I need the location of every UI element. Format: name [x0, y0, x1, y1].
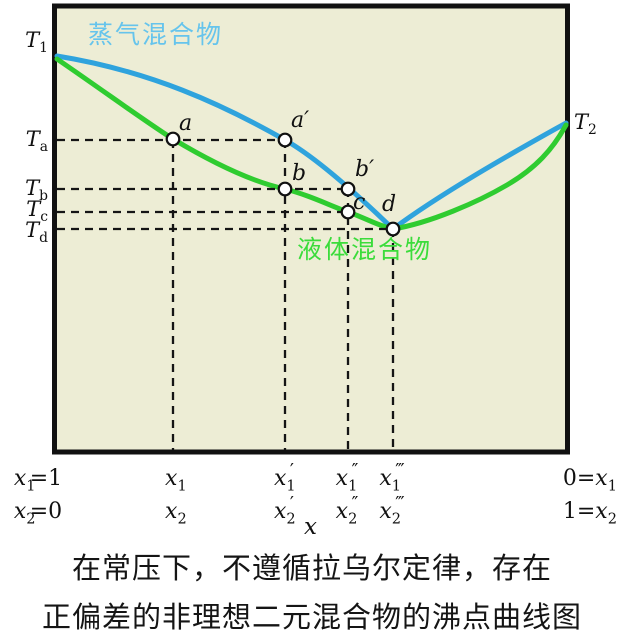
x1-label-right-end: 0=x1 — [562, 466, 617, 495]
figure-caption: 在常压下，不遵循拉乌尔定律，存在 正偏差的非理想二元混合物的沸点曲线图 — [0, 544, 624, 631]
y-label-Tb: Tb — [25, 175, 48, 205]
point-label-d: d — [382, 192, 397, 217]
y-label-Td: Td — [25, 217, 48, 247]
x2-label-triprime: x2‴ — [379, 493, 405, 528]
point-label-c: c — [353, 190, 366, 215]
x2-label-a: x2 — [165, 499, 187, 528]
marker-b — [277, 181, 293, 197]
x2-label-dblprime: x2″ — [335, 493, 359, 528]
caption-line-1: 在常压下，不遵循拉乌尔定律，存在 — [71, 551, 552, 585]
marker-d — [385, 221, 401, 237]
y-label-T1: T1 — [25, 27, 48, 57]
x2-label-right-end: 1=x2 — [562, 499, 617, 528]
point-label-a-prime: a′ — [291, 108, 310, 133]
marker-a-prime — [277, 132, 293, 148]
x2-label-prime: x2′ — [273, 493, 296, 528]
x1-label-dblprime: x1″ — [335, 460, 359, 495]
liquid-curve-label: 液体混合物 — [297, 235, 433, 264]
point-label-b-prime: b′ — [355, 157, 375, 182]
x-axis-title: x — [304, 514, 317, 540]
x1-label-prime: x1′ — [273, 460, 296, 495]
vapor-curve-label: 蒸气混合物 — [88, 20, 224, 49]
point-label-b: b — [292, 161, 307, 186]
x1-label-left-end: x1=1 — [13, 466, 63, 495]
marker-a — [165, 131, 181, 147]
y-label-T2: T2 — [574, 109, 597, 139]
y-label-Tc: Tc — [26, 196, 48, 226]
marker-c — [340, 204, 356, 220]
y-label-Ta: Ta — [25, 126, 48, 156]
x1-label-triprime: x1‴ — [379, 460, 405, 495]
vapor-curve — [54, 53, 569, 233]
x2-label-left-end: x2=0 — [13, 499, 63, 528]
marker-b-prime — [340, 181, 356, 197]
point-markers — [165, 131, 401, 237]
x1-label-a: x1 — [165, 466, 187, 495]
caption-line-2: 正偏差的非理想二元混合物的沸点曲线图 — [41, 600, 582, 631]
point-label-a: a — [179, 111, 193, 136]
